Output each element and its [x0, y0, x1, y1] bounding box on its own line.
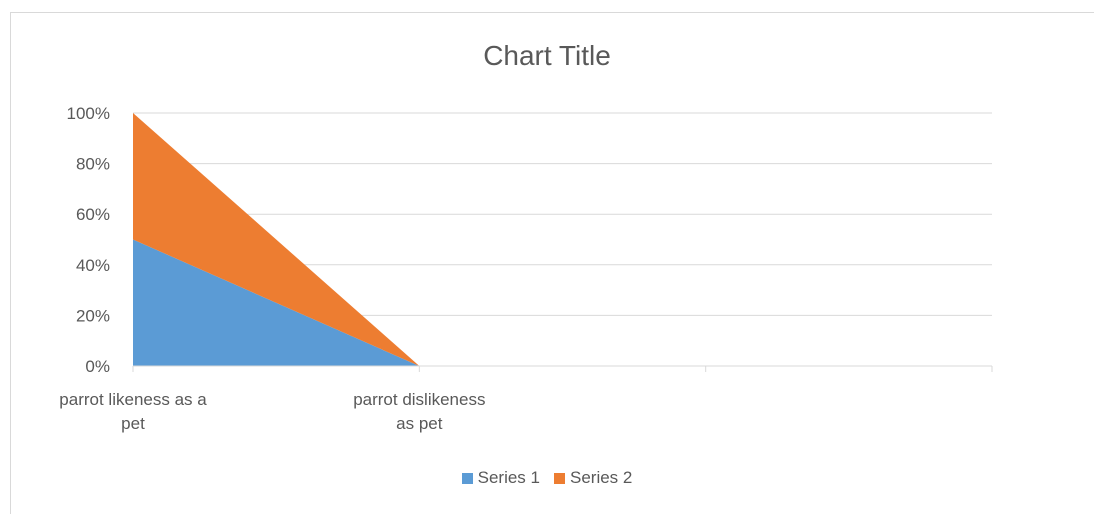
- y-tick-label: 60%: [76, 205, 110, 224]
- legend-swatch: [554, 472, 565, 484]
- y-tick-label: 40%: [76, 256, 110, 275]
- legend-item-series-1: Series 1: [461, 468, 540, 488]
- x-category-label: parrot likeness as a pet: [59, 390, 207, 433]
- x-category-label: parrot dislikeness as pet: [353, 390, 485, 433]
- legend-swatch: [461, 472, 473, 484]
- x-category-label-line: parrot dislikeness: [353, 390, 485, 409]
- legend: Series 1 Series 2: [0, 468, 1094, 488]
- y-tick-label: 20%: [76, 306, 110, 325]
- axis-labels: 0% 20% 40% 60% 80% 100% parrot likeness as a pe…: [59, 104, 485, 433]
- area-series-1: [133, 239, 420, 366]
- y-tick-label: 80%: [76, 155, 110, 174]
- chart-area: [10, 12, 1094, 514]
- area-series: [133, 113, 420, 366]
- legend-label: Series 1: [477, 468, 540, 487]
- legend-label: Series 2: [570, 468, 633, 487]
- x-category-label-line: as pet: [396, 414, 443, 433]
- chart-title: Chart Title: [483, 40, 611, 71]
- legend-item-series-2: Series 2: [554, 468, 632, 488]
- y-tick-label: 100%: [67, 104, 110, 123]
- x-category-label-line: parrot likeness as a: [59, 390, 207, 409]
- area-series-2: [133, 113, 420, 366]
- axes: [132, 365, 993, 372]
- x-category-label-line: pet: [121, 414, 145, 433]
- y-tick-label: 0%: [85, 357, 110, 376]
